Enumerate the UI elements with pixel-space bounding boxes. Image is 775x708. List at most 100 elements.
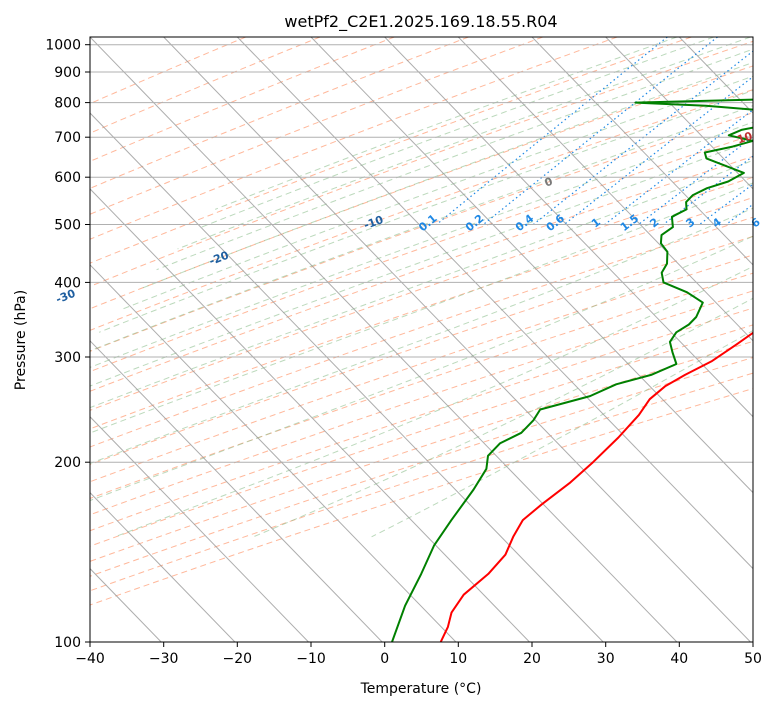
dry-adiabat-line	[90, 37, 469, 189]
mixing-ratio-label: 6	[749, 215, 763, 230]
isotherm-line	[90, 264, 457, 642]
isotherm-line	[384, 37, 753, 418]
x-tick-label: 30	[597, 651, 615, 667]
isotherm-line	[531, 37, 753, 266]
mixing-ratio-label: 0.6	[544, 212, 568, 234]
dry-adiabat-line	[90, 387, 753, 606]
profile-lines	[391, 98, 753, 642]
dry-adiabat-line	[90, 89, 753, 331]
dry-adiabat-line	[90, 155, 753, 392]
x-tick-label: −20	[223, 651, 253, 667]
mixing-ratio-line	[725, 203, 753, 225]
x-tick-label: 50	[744, 651, 762, 667]
dry-adiabat-label: 0	[543, 175, 555, 190]
chart-title: wetPf2_C2E1.2025.169.18.55.R04	[284, 12, 557, 32]
isotherm-line	[605, 37, 753, 190]
temperature-profile-line	[439, 331, 753, 642]
moist-adiabat-line	[90, 121, 753, 368]
moist-adiabat-line	[98, 89, 753, 333]
mixing-ratio-line	[662, 155, 753, 225]
isotherm-line	[0, 37, 14, 642]
dewpoint-profile-line	[391, 98, 753, 642]
isotherm-line	[90, 188, 530, 642]
dry-adiabat-line	[90, 40, 753, 287]
mixing-ratio-line	[436, 37, 668, 225]
x-tick-label: 20	[523, 651, 541, 667]
x-tick-label: −10	[296, 651, 326, 667]
dry-adiabat-line	[90, 37, 246, 105]
isotherm-line	[90, 37, 678, 642]
y-tick-label: 500	[54, 218, 81, 234]
dry-adiabat-line	[90, 197, 753, 430]
isotherm-line	[310, 37, 753, 494]
isotherm-line	[90, 491, 236, 642]
dry-adiabat-line	[90, 65, 753, 310]
moist-adiabat-line	[90, 105, 753, 352]
isotherm-line	[163, 37, 751, 642]
dry-adiabat-label: -20	[207, 249, 231, 268]
dry-adiabat-line	[90, 324, 753, 547]
x-tick-label: 10	[449, 651, 467, 667]
x-tick-label: −30	[149, 651, 179, 667]
moist-adiabat-line	[215, 37, 678, 210]
dry-adiabat-line	[90, 37, 321, 134]
mixing-ratio-label: 4	[710, 215, 724, 230]
dry-adiabat-line	[90, 134, 753, 373]
isotherm-line	[90, 112, 604, 642]
dry-adiabat-line	[90, 254, 753, 483]
y-axis-ticks: 100 200 300 400 500 600 700 800 900 1000	[45, 38, 90, 651]
dry-adiabat-line	[90, 37, 618, 240]
mixing-ratio-label: 3	[684, 215, 698, 230]
dry-adiabat-label: -10	[362, 213, 385, 232]
moist-adiabat-line	[371, 330, 753, 538]
dry-adiabat-line	[90, 290, 753, 516]
moist-adiabat-line	[90, 235, 753, 502]
mixing-ratio-line	[533, 50, 753, 225]
isotherm-line	[90, 416, 309, 642]
dry-adiabat-line	[90, 37, 692, 264]
mixing-ratio-label: 1	[589, 215, 603, 230]
dry-adiabat-line	[90, 176, 753, 411]
mixing-ratio-label: 0.1	[416, 212, 439, 234]
y-tick-label: 600	[54, 170, 81, 186]
y-tick-label: 800	[54, 96, 81, 112]
dry-adiabat-label: 10	[736, 129, 755, 146]
dry-adiabat-line	[90, 307, 753, 532]
plot-frame	[89, 36, 754, 643]
x-axis-title: Temperature (°C)	[360, 681, 482, 697]
dry-adiabat-line	[90, 356, 753, 577]
dry-adiabat-line	[90, 272, 753, 499]
isotherm-line	[752, 37, 753, 38]
moist-adiabat-line	[201, 37, 714, 228]
y-tick-label: 900	[54, 65, 81, 81]
mixing-ratio-line	[765, 37, 775, 225]
dry-adiabat-line	[90, 216, 753, 448]
isotherm-line	[90, 340, 383, 642]
dry-adiabat-line	[90, 340, 753, 562]
mixing-ratio-line	[604, 109, 753, 225]
y-tick-label: 400	[54, 275, 81, 291]
isotherm-line	[236, 37, 753, 570]
mixing-ratio-line	[483, 37, 718, 225]
moist-adiabat-line	[120, 75, 753, 311]
x-tick-label: 0	[380, 651, 389, 667]
dry-adiabat-line	[90, 112, 753, 352]
x-tick-label: 40	[670, 651, 688, 667]
moist-adiabat-line	[139, 61, 753, 290]
moist-adiabat-line	[114, 265, 753, 538]
dry-adiabat-line	[90, 37, 395, 162]
y-tick-label: 700	[54, 130, 81, 146]
isotherm-line	[457, 37, 753, 342]
pressure-gridlines	[90, 44, 753, 642]
y-tick-label: 100	[54, 635, 81, 651]
mixing-ratio-line	[638, 135, 753, 225]
dry-adiabat-line	[90, 235, 753, 466]
y-tick-label: 1000	[45, 38, 81, 54]
dry-adiabat-line	[90, 37, 543, 215]
x-axis-ticks: −40 −30 −20 −10 0 10 20 30 40 50	[75, 642, 762, 667]
y-tick-label: 300	[54, 350, 81, 366]
x-tick-label: −40	[75, 651, 105, 667]
mixing-ratio-label: 0.2	[463, 212, 486, 234]
background-lines	[0, 37, 775, 642]
